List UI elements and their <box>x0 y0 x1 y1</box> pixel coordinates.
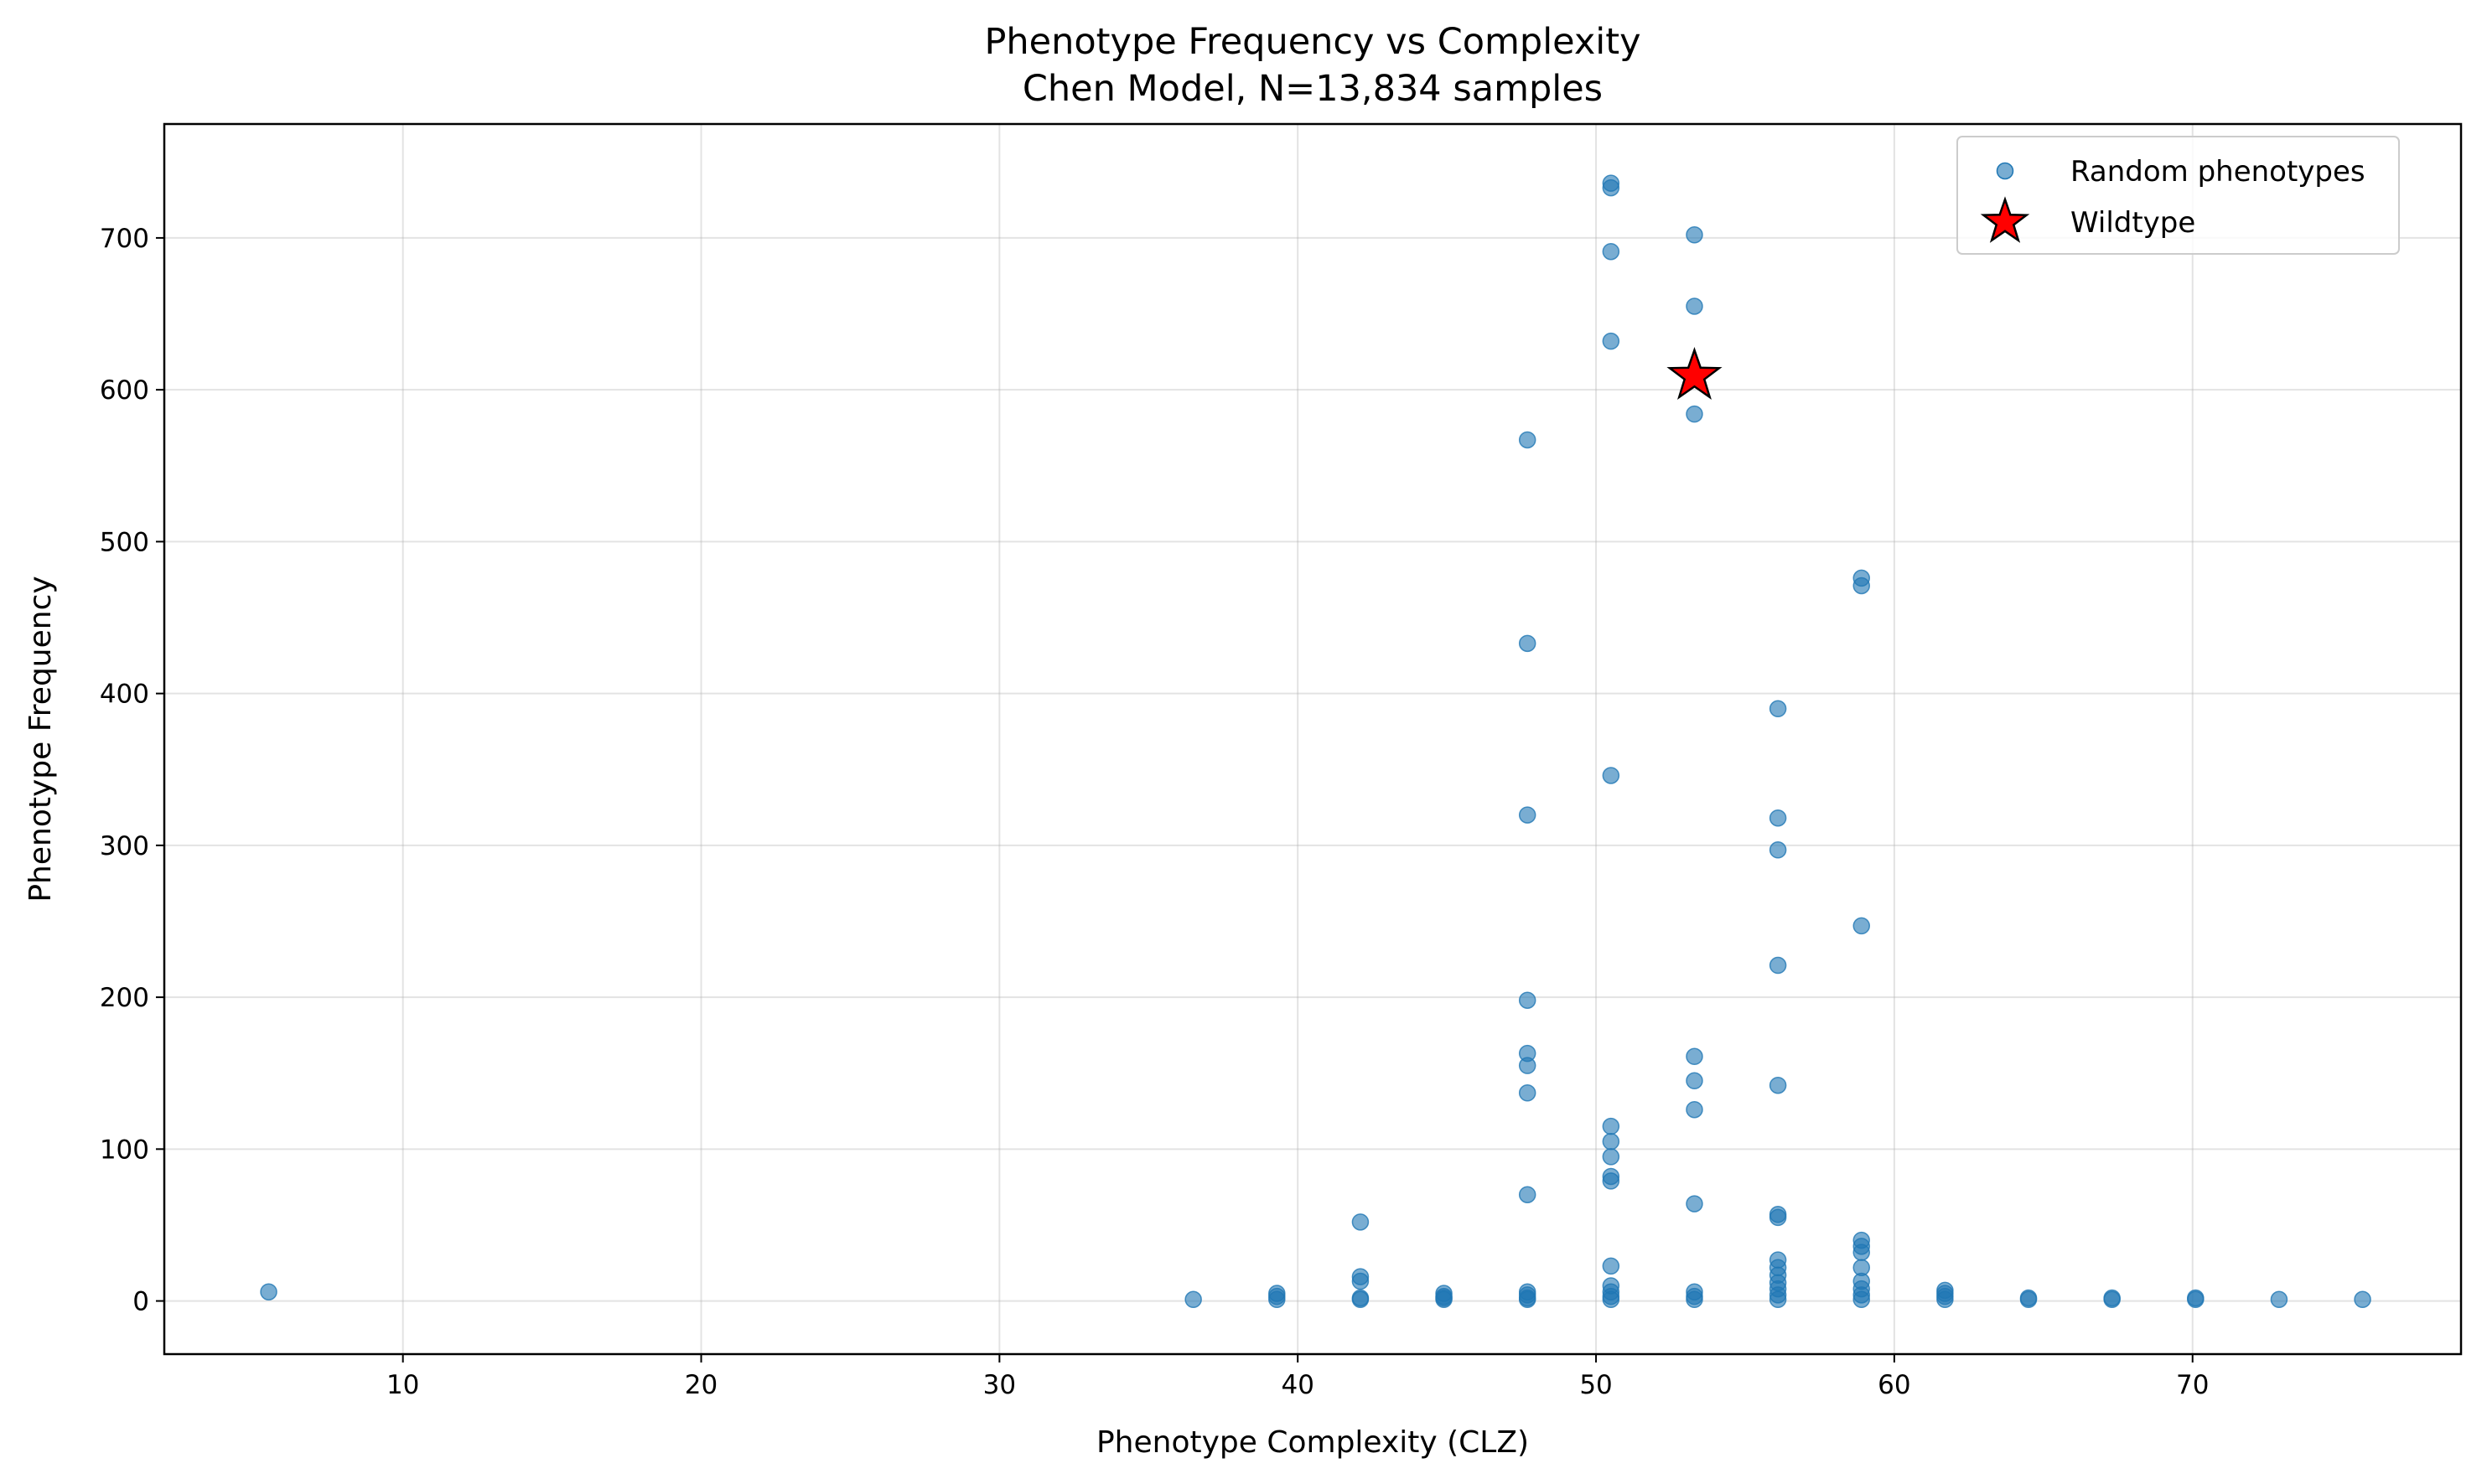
data-point <box>1602 1167 1620 1186</box>
legend: Random phenotypes Wildtype <box>1956 136 2400 255</box>
data-point <box>2019 1289 2038 1307</box>
data-point <box>1852 917 1871 935</box>
wildtype-point <box>1666 347 1723 401</box>
data-points <box>260 174 2371 1309</box>
data-point <box>1268 1285 1286 1302</box>
y-tick-label: 500 <box>100 527 149 557</box>
data-point <box>1518 1283 1536 1300</box>
data-point <box>1602 332 1620 350</box>
data-point <box>260 1283 277 1300</box>
x-tick-label: 70 <box>2176 1370 2209 1400</box>
x-tick-label: 20 <box>685 1370 718 1400</box>
y-tick-label: 0 <box>132 1287 149 1317</box>
data-point <box>1518 431 1536 449</box>
x-tick-label: 30 <box>983 1370 1016 1400</box>
grid-lines <box>164 124 2461 1354</box>
data-point <box>1602 242 1620 261</box>
data-point <box>2103 1289 2121 1307</box>
data-point <box>1518 634 1536 653</box>
data-point <box>1852 1231 1871 1249</box>
data-point <box>1518 1186 1536 1203</box>
data-point <box>1852 1259 1871 1276</box>
data-point <box>1769 1206 1787 1223</box>
data-point <box>1769 841 1787 859</box>
data-point <box>1602 1148 1620 1166</box>
data-point <box>1686 297 1703 315</box>
data-point <box>1518 1044 1536 1063</box>
data-point <box>1602 767 1620 784</box>
x-tick-label: 10 <box>386 1370 419 1400</box>
data-point <box>1602 1133 1620 1150</box>
plot-frame <box>163 122 2463 1356</box>
x-tick-label: 40 <box>1281 1370 1313 1400</box>
data-point <box>1435 1285 1453 1302</box>
legend-label-wildtype: Wildtype <box>2070 206 2195 240</box>
y-tick-label: 300 <box>100 831 149 861</box>
x-axis-title: Phenotype Complexity (CLZ) <box>1096 1425 1529 1460</box>
data-point <box>1686 1100 1703 1119</box>
data-point <box>1351 1289 1370 1307</box>
legend-marker-random <box>1996 162 2014 180</box>
chart-title: Phenotype Frequency vs Complexity <box>984 21 1640 63</box>
data-point <box>1602 1117 1620 1135</box>
data-point <box>1518 806 1536 824</box>
data-point <box>1518 1084 1536 1102</box>
data-point <box>1686 405 1703 423</box>
data-point <box>1686 226 1703 244</box>
data-point <box>1602 174 1620 192</box>
y-tick-label: 100 <box>100 1135 149 1165</box>
legend-label-random: Random phenotypes <box>2070 155 2365 189</box>
data-point <box>2187 1289 2205 1307</box>
y-tick-label: 600 <box>100 375 149 406</box>
data-point <box>1769 1076 1787 1094</box>
data-point <box>1769 809 1787 827</box>
data-point <box>1602 1257 1620 1275</box>
data-point <box>1518 991 1536 1009</box>
data-point <box>1686 1283 1703 1300</box>
data-point <box>1686 1072 1703 1090</box>
chart-subtitle: Chen Model, N=13,834 samples <box>1023 68 1603 110</box>
x-tick-label: 50 <box>1579 1370 1612 1400</box>
data-point <box>1852 569 1871 587</box>
data-point <box>1602 1277 1620 1295</box>
data-point <box>1686 1047 1703 1066</box>
y-tick-label: 700 <box>100 224 149 254</box>
y-tick-label: 400 <box>100 680 149 710</box>
data-point <box>2270 1290 2288 1309</box>
data-point <box>1769 700 1787 718</box>
data-point <box>1351 1213 1370 1231</box>
data-point <box>2354 1290 2371 1309</box>
data-point <box>1184 1290 1202 1309</box>
data-point <box>1769 956 1787 975</box>
data-point <box>1351 1268 1370 1285</box>
y-axis-title: Phenotype Frequency <box>23 576 58 902</box>
y-tick-label: 200 <box>100 983 149 1013</box>
data-point <box>1686 1195 1703 1213</box>
data-point <box>1769 1251 1787 1269</box>
legend-marker-wildtype <box>1980 196 2030 243</box>
data-point <box>1936 1281 1954 1300</box>
legend-box <box>1956 136 2400 255</box>
x-tick-label: 60 <box>1878 1370 1910 1400</box>
